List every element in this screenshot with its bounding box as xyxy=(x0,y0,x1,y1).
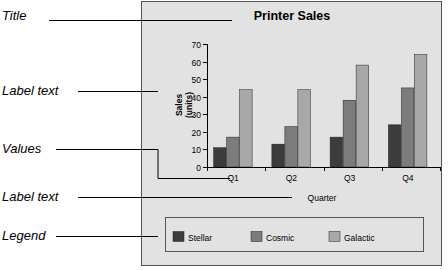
page: {"chart_data": {"type": "bar", "title": … xyxy=(0,0,448,270)
chart-figure: Printer Sales010203040506070Q1Q2Q3Q4Quar… xyxy=(0,0,448,270)
annotation: Label text xyxy=(2,83,60,98)
legend-label: Stellar xyxy=(188,233,212,243)
y-tick-label: 50 xyxy=(192,75,202,85)
annotation-leader xyxy=(49,20,232,21)
bar xyxy=(401,88,414,167)
y-tick xyxy=(203,97,207,98)
bars xyxy=(214,55,427,167)
y-tick-label: 70 xyxy=(192,40,202,50)
x-tick xyxy=(440,167,441,171)
annotation-leader xyxy=(56,236,158,237)
bar xyxy=(240,90,253,167)
chart-panel xyxy=(142,2,442,266)
legend-swatch xyxy=(173,232,184,242)
annotation-leader xyxy=(158,150,159,179)
y-tick xyxy=(203,132,207,133)
legend-label: Galactic xyxy=(344,233,375,243)
y-tick xyxy=(203,79,207,80)
annotation-leader xyxy=(78,91,158,92)
x-axis xyxy=(207,167,440,168)
y-tick xyxy=(203,149,207,150)
annotation-leader xyxy=(158,178,230,179)
x-tick-label: Q4 xyxy=(402,173,414,183)
y-tick xyxy=(203,44,207,45)
chart-title: Printer Sales xyxy=(254,9,330,23)
bar xyxy=(227,137,240,167)
y-tick-label: 20 xyxy=(192,128,202,138)
y-tick-label: 60 xyxy=(192,58,202,68)
y-axis-label-line: (units) xyxy=(184,92,194,118)
x-tick-label: Q3 xyxy=(344,173,356,183)
y-axis-label-line: Sales xyxy=(174,94,184,116)
y-axis xyxy=(207,44,208,167)
x-tick xyxy=(324,167,325,171)
annotation-leader xyxy=(78,197,292,198)
annotation-leader xyxy=(56,149,158,150)
bar xyxy=(298,90,311,167)
bar xyxy=(272,144,285,167)
bar xyxy=(214,148,227,167)
bar xyxy=(388,125,401,167)
y-axis-label: Sales(units) xyxy=(174,92,194,118)
x-tick xyxy=(382,167,383,171)
y-tick xyxy=(203,114,207,115)
annotation: Label text xyxy=(2,189,60,204)
y-tick xyxy=(203,62,207,63)
annotation: Legend xyxy=(2,228,46,243)
y-tick xyxy=(203,167,207,168)
bar xyxy=(330,137,343,167)
bar xyxy=(343,100,356,167)
legend-swatch xyxy=(329,232,340,242)
y-tick-label: 10 xyxy=(192,145,202,155)
y-tick-label: 0 xyxy=(196,163,201,173)
bar xyxy=(414,55,427,167)
x-tick xyxy=(207,167,208,171)
annotation: Values xyxy=(2,141,42,156)
legend-box xyxy=(166,218,424,252)
legend-swatch xyxy=(251,232,262,242)
x-axis-label: Quarter xyxy=(308,193,337,203)
bar xyxy=(356,65,369,167)
x-tick xyxy=(265,167,266,171)
annotation: Title xyxy=(2,8,26,23)
bar xyxy=(285,127,298,167)
x-tick-label: Q2 xyxy=(286,173,298,183)
legend-label: Cosmic xyxy=(266,233,295,243)
